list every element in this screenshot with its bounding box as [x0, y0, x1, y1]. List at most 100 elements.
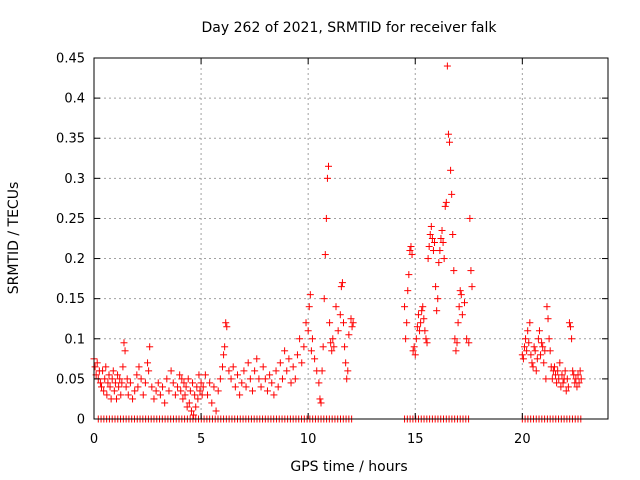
data-point: [436, 247, 444, 255]
data-point: [134, 383, 142, 391]
data-point: [108, 375, 116, 383]
data-point: [539, 343, 547, 351]
data-point: [574, 371, 582, 379]
data-point: [406, 247, 414, 255]
data-point: [106, 383, 114, 391]
data-point: [266, 371, 274, 379]
data-point: [518, 351, 526, 359]
data-point: [322, 214, 330, 222]
data-point: [96, 379, 104, 387]
data-point: [195, 371, 203, 379]
data-point: [214, 387, 222, 395]
x-tick-label: 10: [300, 432, 317, 447]
data-point: [178, 375, 186, 383]
data-point: [575, 379, 583, 387]
data-point: [219, 363, 226, 371]
data-point: [135, 363, 143, 371]
data-point: [300, 343, 308, 351]
data-point: [569, 367, 577, 375]
data-point: [114, 371, 122, 379]
data-point: [576, 367, 584, 375]
data-point: [550, 363, 558, 371]
data-point: [332, 303, 340, 311]
data-point: [421, 327, 429, 335]
data-point: [410, 343, 418, 351]
data-point: [565, 319, 573, 327]
x-tick-label: 5: [197, 432, 205, 447]
data-point: [180, 379, 188, 387]
data-point: [317, 399, 325, 407]
data-point: [456, 287, 464, 295]
data-point: [402, 335, 410, 343]
data-point: [165, 387, 173, 395]
data-point: [336, 311, 344, 319]
axis-ticks: 0 0.05 0.1 0.15 0.2 0.25 0.3 0.35 0.4 0.45 0 5 10 15 2…: [56, 52, 608, 447]
data-point: [263, 387, 271, 395]
data-point: [343, 375, 351, 383]
data-point: [345, 331, 353, 339]
data-point: [102, 363, 110, 371]
data-point: [223, 323, 231, 331]
data-point: [349, 319, 357, 327]
data-point: [242, 383, 250, 391]
data-point: [323, 174, 331, 182]
data-point: [409, 347, 417, 355]
data-point: [276, 359, 284, 367]
y-tick-label: 0.35: [56, 132, 85, 147]
data-point: [442, 198, 450, 206]
data-point: [434, 295, 442, 303]
data-point: [236, 391, 244, 399]
data-point: [141, 379, 149, 387]
data-point: [240, 367, 248, 375]
data-point: [448, 190, 456, 198]
data-point: [159, 383, 167, 391]
data-point: [192, 403, 200, 411]
data-point: [341, 343, 349, 351]
data-point: [401, 303, 409, 311]
data-point: [208, 399, 216, 407]
data-point: [431, 239, 439, 247]
data-point: [137, 375, 145, 383]
data-point: [99, 367, 107, 375]
data-point: [145, 367, 153, 375]
data-point: [296, 335, 304, 343]
data-point: [298, 359, 306, 367]
data-point: [139, 391, 147, 399]
data-point: [182, 383, 190, 391]
data-point: [426, 230, 434, 238]
data-point: [519, 355, 527, 363]
data-point: [319, 343, 327, 351]
data-point: [184, 375, 192, 383]
data-point: [305, 303, 313, 311]
data-point: [302, 319, 310, 327]
y-axis-label: SRMTID / TECUs: [6, 182, 22, 295]
data-point: [334, 327, 342, 335]
data-point: [318, 367, 326, 375]
data-point: [220, 351, 228, 359]
data-point: [342, 359, 350, 367]
plot-frame: [93, 57, 609, 420]
data-point: [283, 367, 291, 375]
data-point: [548, 375, 556, 383]
data-point: [529, 363, 537, 371]
data-point: [308, 335, 316, 343]
data-point: [527, 351, 535, 359]
data-point: [104, 379, 112, 387]
data-point: [556, 359, 564, 367]
data-point: [204, 391, 212, 399]
data-point: [453, 339, 461, 347]
data-point: [417, 319, 425, 327]
data-point: [110, 387, 118, 395]
data-point: [176, 371, 184, 379]
data-point: [169, 379, 177, 387]
data-point: [229, 363, 237, 371]
chart-title: Day 262 of 2021, SRMTID for receiver fal…: [202, 20, 498, 36]
data-point: [222, 319, 230, 327]
data-point: [281, 347, 289, 355]
data-point: [190, 411, 198, 419]
data-point: [194, 395, 202, 403]
data-point: [206, 379, 214, 387]
data-point: [405, 271, 413, 279]
data-point: [307, 347, 315, 355]
